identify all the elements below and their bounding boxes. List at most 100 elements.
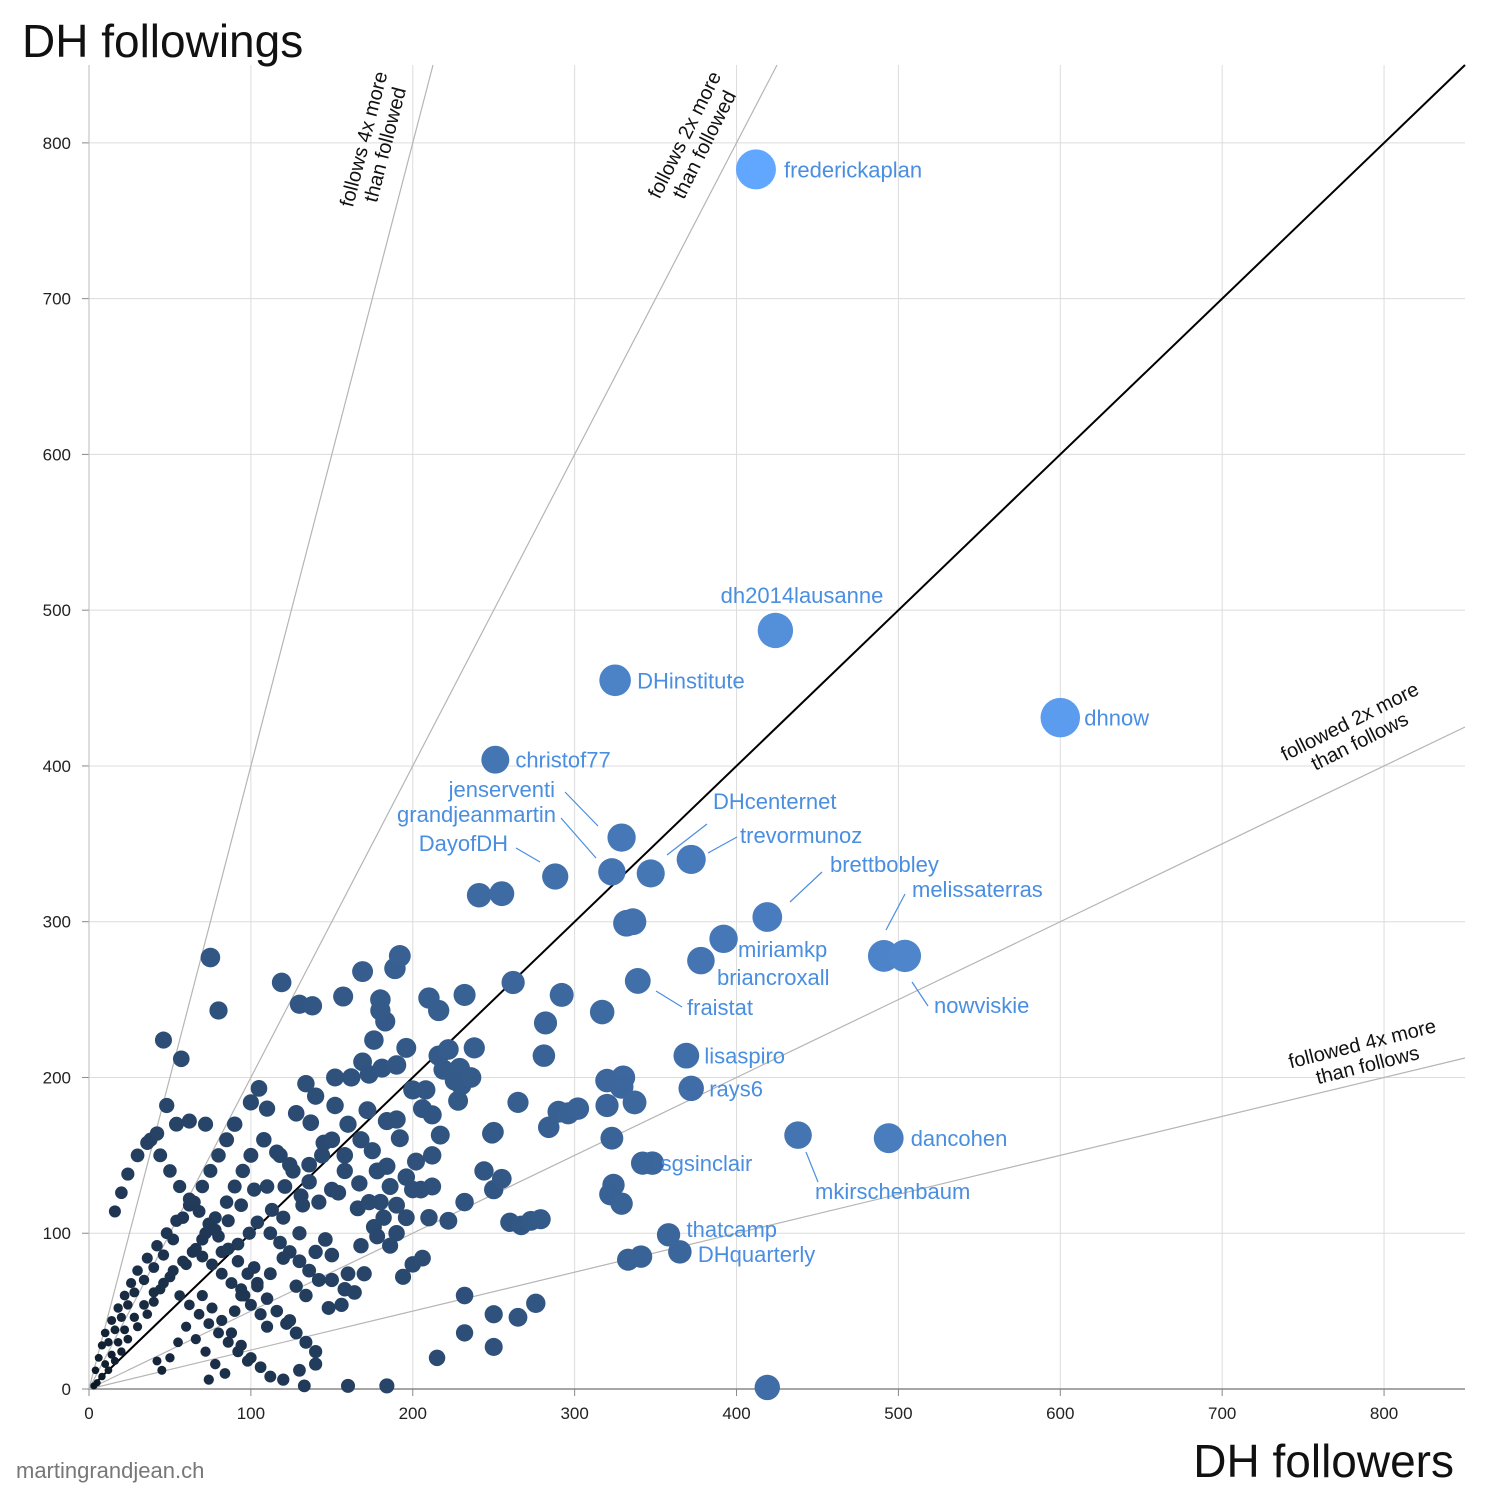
- data-point: [282, 1245, 297, 1259]
- data-point: [94, 1353, 103, 1362]
- data-point: [259, 1179, 275, 1194]
- data-point: [501, 970, 525, 995]
- data-point: [532, 1044, 556, 1067]
- data-point: [308, 1244, 323, 1260]
- data-point: [484, 1337, 503, 1356]
- data-point: [104, 1366, 113, 1375]
- labeled-point-dhquarterly: [668, 1240, 692, 1264]
- data-point: [302, 1263, 317, 1278]
- data-point: [176, 1211, 190, 1224]
- data-point: [225, 1277, 238, 1290]
- data-point: [292, 1226, 307, 1241]
- data-point: [203, 1163, 218, 1178]
- data-point: [463, 1037, 485, 1059]
- data-point: [172, 1050, 190, 1068]
- data-point: [369, 1228, 386, 1245]
- data-point: [484, 1305, 503, 1324]
- data-point: [363, 1142, 381, 1160]
- data-point: [225, 1327, 238, 1339]
- data-point: [251, 1276, 264, 1290]
- data-point: [192, 1205, 206, 1218]
- y-tick-label: 800: [43, 134, 71, 153]
- data-point: [428, 999, 450, 1022]
- data-point: [132, 1322, 143, 1332]
- data-point: [430, 1125, 450, 1145]
- data-point: [243, 1147, 259, 1163]
- data-point: [107, 1350, 116, 1359]
- data-point: [264, 1202, 279, 1217]
- data-point: [119, 1290, 130, 1301]
- point-label-sgsinclair: sgsinclair: [661, 1151, 753, 1176]
- labeled-point-dhnow: [1040, 697, 1081, 738]
- labeled-point-jenserventi: [607, 823, 636, 852]
- data-point: [293, 1363, 306, 1377]
- data-point: [283, 1314, 297, 1327]
- data-point: [254, 1308, 267, 1321]
- data-point: [130, 1148, 145, 1163]
- y-tick-label: 0: [62, 1380, 71, 1399]
- data-point: [314, 1147, 331, 1164]
- data-point: [244, 1298, 257, 1311]
- data-point: [181, 1113, 197, 1129]
- data-point: [277, 1179, 293, 1194]
- diagonal-equal-line: [88, 64, 1466, 1390]
- x-tick-label: 200: [399, 1404, 427, 1423]
- leader-line: [655, 990, 683, 1008]
- data-point: [388, 1225, 405, 1242]
- data-point: [100, 1328, 110, 1338]
- data-point: [379, 1378, 395, 1394]
- data-point: [483, 1121, 504, 1143]
- data-point: [97, 1341, 107, 1350]
- leader-line: [560, 817, 597, 859]
- y-tick-label: 300: [43, 913, 71, 932]
- data-point: [412, 1180, 430, 1199]
- data-point: [209, 1001, 228, 1020]
- x-tick-label: 400: [722, 1404, 750, 1423]
- point-label-nowviskie: nowviskie: [934, 993, 1029, 1018]
- data-point: [455, 1192, 474, 1212]
- labeled-point-rays6: [678, 1075, 704, 1102]
- data-point: [324, 1247, 340, 1263]
- point-label-lisaspiro: lisaspiro: [704, 1044, 785, 1069]
- ratio-line: [88, 64, 778, 1390]
- x-axis-label: DH followers: [1193, 1435, 1454, 1487]
- data-point: [129, 1287, 140, 1298]
- y-tick-label: 400: [43, 757, 71, 776]
- data-point: [216, 1314, 228, 1327]
- data-point: [208, 1223, 222, 1237]
- data-point: [211, 1148, 226, 1163]
- data-point: [250, 1080, 268, 1097]
- labeled-point-grandjeanmartin: [598, 858, 626, 886]
- data-point: [422, 1146, 442, 1165]
- data-point: [297, 1379, 311, 1393]
- point-label-dh2014lausanne: dh2014lausanne: [721, 583, 884, 608]
- data-point: [754, 1374, 781, 1401]
- data-point: [148, 1296, 159, 1307]
- data-point: [181, 1321, 192, 1332]
- data-point: [200, 1346, 211, 1357]
- data-point: [326, 1096, 344, 1115]
- point-label-miriamkp: miriamkp: [738, 937, 827, 962]
- labeled-point-brettbobley: [752, 902, 783, 932]
- point-label-melissaterras: melissaterras: [912, 877, 1043, 902]
- data-point: [622, 1090, 647, 1115]
- data-point: [394, 1268, 412, 1285]
- data-point: [324, 1272, 339, 1288]
- labeled-point-dh2014lausanne: [757, 612, 794, 649]
- data-point: [610, 1192, 633, 1215]
- data-point: [247, 1261, 261, 1274]
- data-point: [301, 1156, 318, 1173]
- data-point: [273, 1235, 287, 1250]
- data-point: [276, 1210, 291, 1225]
- point-label-dayofdh: DayofDH: [419, 831, 508, 856]
- data-point: [340, 1266, 356, 1282]
- data-point: [129, 1312, 140, 1323]
- data-point: [330, 1184, 347, 1201]
- data-point: [272, 1147, 288, 1164]
- data-point: [110, 1325, 120, 1335]
- labeled-point-sgsinclair: [630, 1151, 655, 1175]
- data-point: [381, 1178, 399, 1195]
- data-point: [375, 1209, 392, 1226]
- data-point: [466, 882, 492, 908]
- data-point: [460, 1067, 482, 1088]
